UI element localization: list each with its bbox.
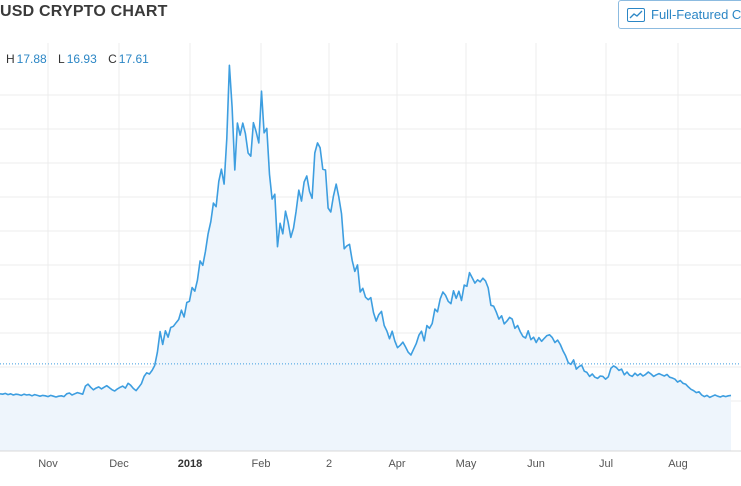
full-featured-chart-button[interactable]: Full-Featured C [618, 0, 741, 29]
x-tick-label: 2 [326, 458, 332, 470]
chart-line-icon [627, 7, 645, 22]
price-chart[interactable]: Nov Dec 2018 Feb 2 Apr May Jun Jul Aug [0, 43, 741, 486]
x-tick-label: Feb [252, 458, 271, 470]
x-tick-label: Aug [668, 458, 688, 470]
close-value: 17.61 [118, 52, 149, 66]
high-value: 17.88 [16, 52, 47, 66]
high-label: H [6, 52, 15, 66]
x-tick-label: Nov [38, 458, 58, 470]
low-label: L [58, 52, 65, 66]
x-tick-label: Dec [109, 458, 129, 470]
x-tick-label: Apr [388, 458, 405, 470]
x-tick-label: Jun [527, 458, 545, 470]
price-area-fill [0, 65, 731, 452]
low-value: 16.93 [66, 52, 97, 66]
price-chart-svg[interactable]: Nov Dec 2018 Feb 2 Apr May Jun Jul Aug [0, 43, 741, 486]
x-tick-label: Jul [599, 458, 613, 470]
x-tick-label: May [456, 458, 477, 470]
price-line [0, 64, 732, 399]
close-label: C [108, 52, 117, 66]
page-title: USD CRYPTO CHART [0, 3, 168, 20]
x-axis: Nov Dec 2018 Feb 2 Apr May Jun Jul Aug [0, 450, 741, 470]
x-tick-label: 2018 [178, 458, 202, 470]
ohlc-readout: H 17.88 L 16.93 C 17.61 [6, 52, 149, 66]
full-featured-label: Full-Featured C [651, 7, 741, 22]
